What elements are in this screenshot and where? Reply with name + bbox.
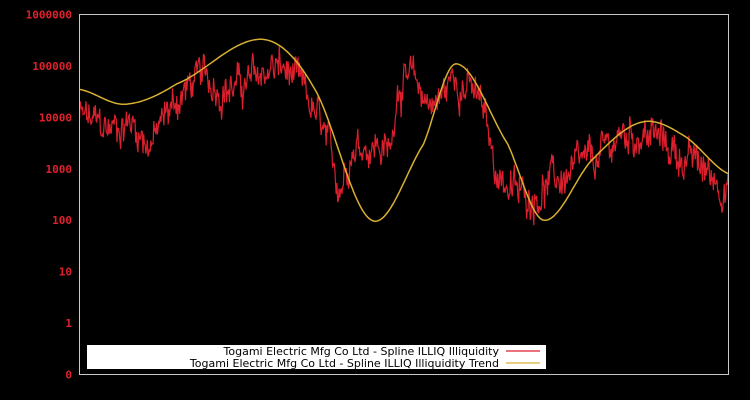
illiquidity-line bbox=[78, 46, 730, 226]
legend-label-illiquidity-trend: Togami Electric Mfg Co Ltd - Spline ILLI… bbox=[189, 357, 499, 370]
y-tick-label: 100 bbox=[52, 214, 72, 227]
y-tick-label: 0 bbox=[65, 369, 72, 382]
y-tick-label: 10 bbox=[59, 266, 72, 279]
y-tick-label: 1 bbox=[65, 317, 72, 330]
y-tick-label: 1000 bbox=[46, 163, 73, 176]
y-tick-label: 1000000 bbox=[26, 9, 72, 22]
legend-box bbox=[87, 345, 546, 369]
illiquidity-trend-line bbox=[79, 38, 729, 222]
series-layer bbox=[78, 38, 730, 226]
plot-frame bbox=[79, 14, 729, 375]
legend: Togami Electric Mfg Co Ltd - Spline ILLI… bbox=[87, 345, 546, 370]
y-tick-label: 100000 bbox=[32, 60, 72, 73]
y-tick-label: 10000 bbox=[39, 111, 72, 124]
legend-label-illiquidity: Togami Electric Mfg Co Ltd - Spline ILLI… bbox=[223, 345, 500, 358]
